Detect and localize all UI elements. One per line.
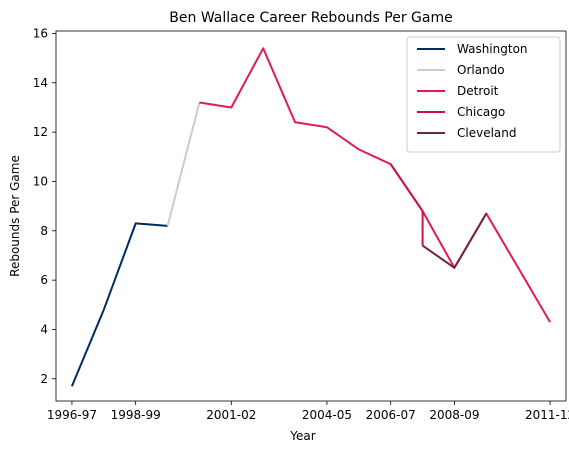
y-tick-label: 12 bbox=[33, 125, 48, 139]
x-axis: 1996-97 1998-99 2001-02 2004-05 2006-07 2008-… bbox=[47, 401, 569, 422]
y-tick-label: 4 bbox=[40, 322, 48, 336]
series-line-detroit bbox=[199, 47, 551, 323]
x-tick-label: 2006-07 bbox=[366, 408, 416, 422]
y-axis-label: Rebounds Per Game bbox=[8, 155, 22, 277]
legend-label: Detroit bbox=[457, 84, 499, 98]
y-axis: 2 4 6 8 10 12 14 16 bbox=[33, 26, 56, 386]
series-layer bbox=[70, 47, 551, 387]
y-tick-label: 14 bbox=[33, 76, 48, 90]
x-tick-label: 1996-97 bbox=[47, 408, 97, 422]
plot-frame bbox=[55, 30, 567, 402]
y-tick-label: 10 bbox=[33, 174, 48, 188]
series-line-washington bbox=[70, 222, 168, 387]
x-tick-label: 2004-05 bbox=[302, 408, 352, 422]
legend: Washington Orlando Detroit Chicago Cleveland bbox=[406, 36, 561, 153]
y-tick-label: 2 bbox=[40, 372, 48, 386]
series-line-cleveland bbox=[422, 212, 488, 269]
chart-title: Ben Wallace Career Rebounds Per Game bbox=[169, 10, 452, 26]
legend-label: Orlando bbox=[457, 63, 505, 77]
legend-label: Washington bbox=[457, 42, 528, 56]
legend-box bbox=[406, 36, 561, 153]
x-tick-label: 1998-99 bbox=[111, 408, 161, 422]
y-tick-label: 8 bbox=[40, 224, 48, 238]
y-tick-label: 16 bbox=[33, 26, 48, 40]
x-tick-label: 2011-12 bbox=[525, 408, 569, 422]
legend-label: Cleveland bbox=[457, 126, 517, 140]
series-line-orlando bbox=[166, 102, 201, 227]
x-tick-label: 2008-09 bbox=[429, 408, 479, 422]
x-tick-label: 2001-02 bbox=[206, 408, 256, 422]
series-line-chicago bbox=[389, 163, 424, 246]
x-axis-label: Year bbox=[289, 429, 315, 443]
legend-label: Chicago bbox=[457, 105, 505, 119]
y-tick-label: 6 bbox=[40, 273, 48, 287]
